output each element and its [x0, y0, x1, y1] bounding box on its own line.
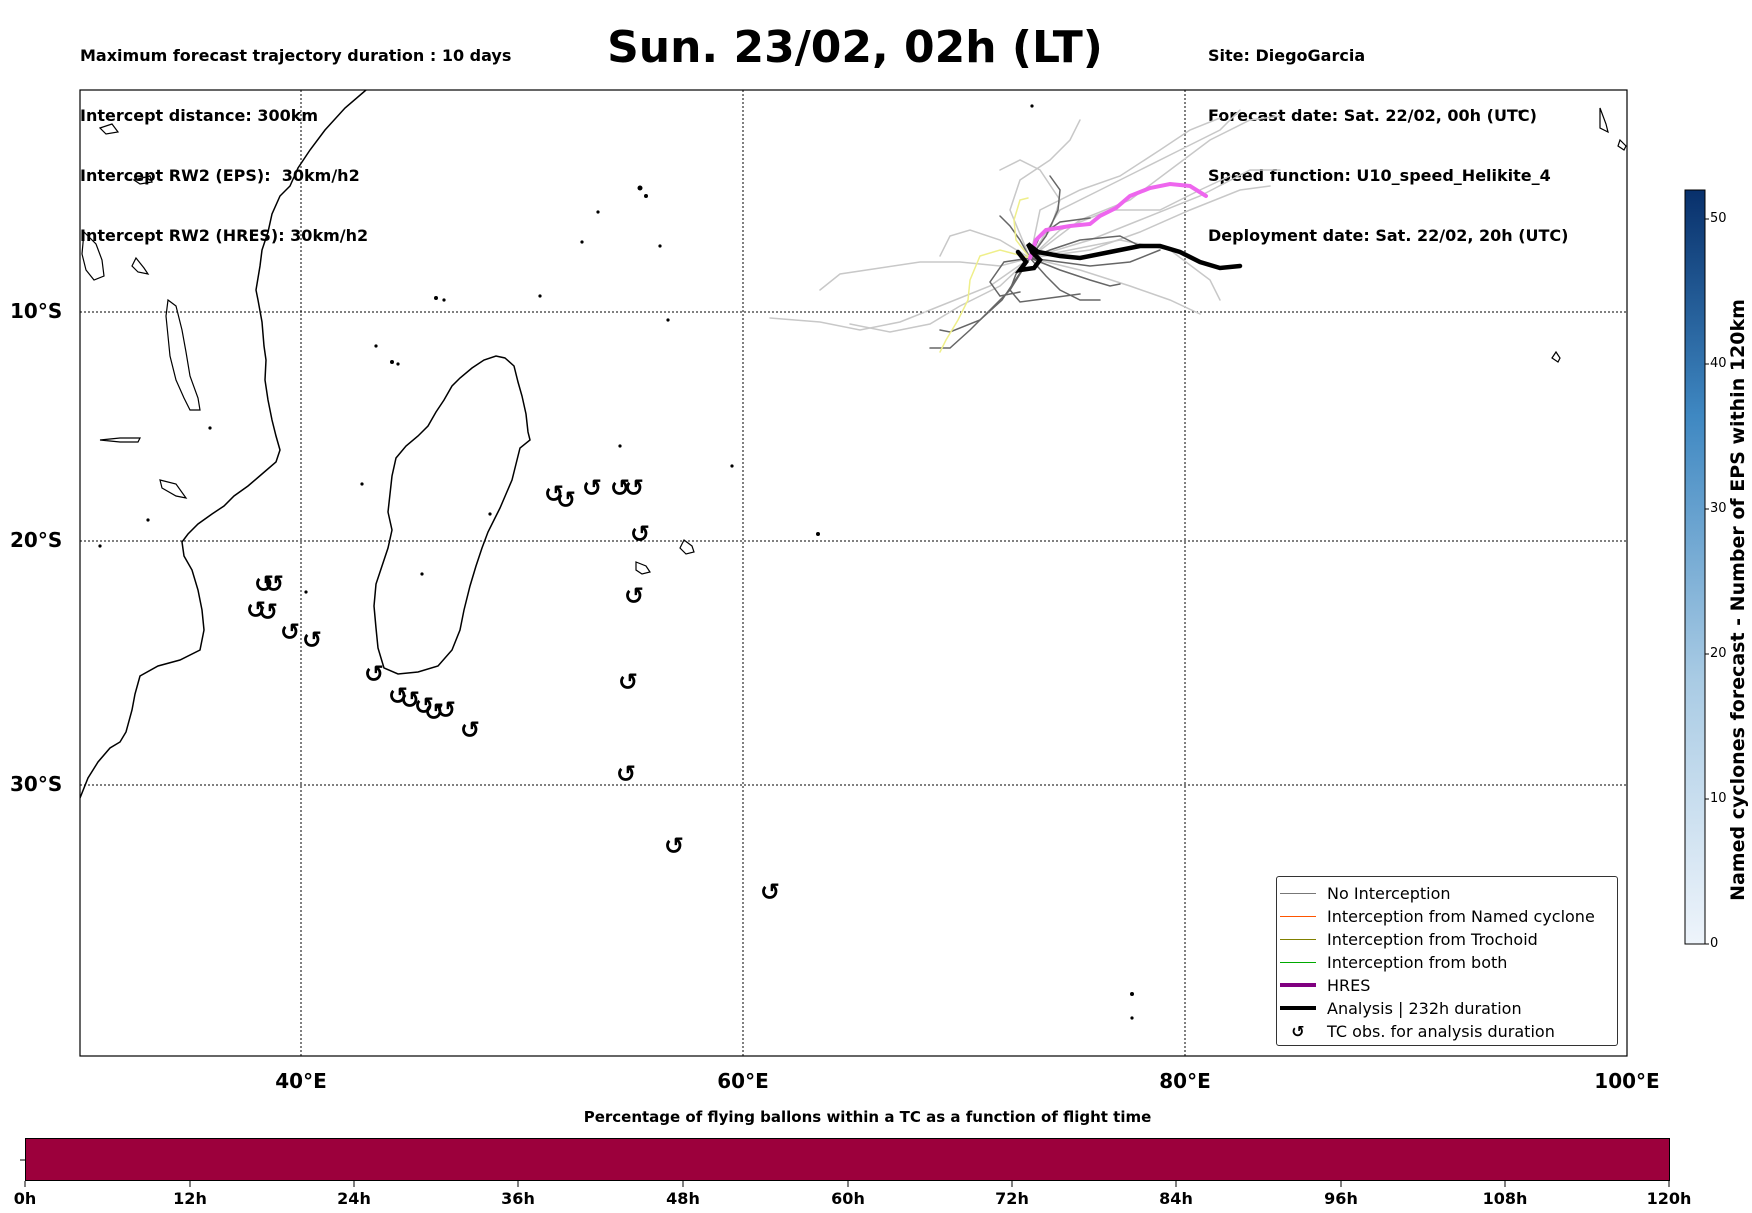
colorbar-tick-label: 50	[1710, 211, 1727, 226]
lon-label: 100°E	[1594, 1069, 1659, 1093]
header-line: Intercept distance: 300km	[80, 106, 319, 125]
header-line: Site: DiegoGarcia	[1208, 46, 1366, 65]
tc-obs-icon: ↺	[616, 760, 636, 788]
colorbar-tick-label: 0	[1710, 936, 1719, 951]
legend-line-swatch	[1280, 938, 1316, 940]
tc-obs-icon: ↺	[664, 832, 684, 860]
analysis-trajectory	[1014, 242, 1243, 273]
tc-obs-icon: ↺	[388, 682, 408, 710]
legend-label: Interception from Trochoid	[1327, 929, 1538, 949]
island-dots	[98, 104, 1522, 1020]
colorbar-tick-label: 10	[1710, 791, 1727, 806]
bottom-tick-label: 12h	[173, 1189, 207, 1208]
tc-obs-icon: ↺	[624, 474, 644, 502]
tc-obs-icon: ↺	[364, 660, 384, 688]
header-line: Deployment date: Sat. 22/02, 20h (UTC)	[1208, 226, 1569, 245]
legend-item: No Interception	[1277, 881, 1451, 905]
tc-obs-icon: ↺	[544, 480, 564, 508]
lon-label: 40°E	[275, 1069, 327, 1093]
tc-obs-icon: ↺	[760, 878, 780, 906]
tc-obs-icon: ↺	[414, 692, 434, 720]
bottom-tick-label: 48h	[666, 1189, 700, 1208]
tc-obs-icon: ↺	[556, 486, 576, 514]
lat-label: 30°S	[10, 772, 62, 796]
graticule	[80, 90, 1627, 1056]
legend-label: Interception from both	[1327, 952, 1508, 972]
legend-label: HRES	[1327, 975, 1371, 995]
legend-line-swatch	[1280, 892, 1316, 894]
tc-obs-icon: ↺	[424, 698, 444, 726]
legend-item: HRES	[1277, 973, 1370, 997]
bottom-tick-label: 96h	[1324, 1189, 1358, 1208]
colorbar-label: Named cyclones forecast - Number of EPS …	[1727, 299, 1749, 901]
madagascar-coastline	[373, 355, 531, 675]
bottom-tick-label: 60h	[831, 1189, 865, 1208]
bottom-tick-label: 0h	[13, 1189, 37, 1208]
tc-obs-icon: ↺	[254, 570, 274, 598]
bottom-tick-label: 36h	[501, 1189, 535, 1208]
flight-time-bar	[25, 1138, 1670, 1181]
lon-label: 80°E	[1159, 1069, 1211, 1093]
legend-line-swatch	[1280, 1006, 1316, 1010]
map-frame	[79, 89, 1628, 1057]
tc-obs-icon: ↺	[618, 668, 638, 696]
tc-symbol-icon: ↺	[1291, 1021, 1305, 1041]
legend-item: Interception from both	[1277, 950, 1507, 974]
tc-obs-icon: ↺	[582, 474, 602, 502]
legend-line-swatch	[1280, 983, 1316, 987]
colorbar-tick-label: 40	[1710, 356, 1727, 371]
tc-obs-icon: ↺	[302, 626, 322, 654]
colorbar	[1684, 189, 1706, 945]
bottom-tick-label: 84h	[1159, 1189, 1193, 1208]
header-info-left: Maximum forecast trajectory duration : 1…	[80, 6, 511, 266]
lat-label: 10°S	[10, 299, 62, 323]
legend-item: Interception from Trochoid	[1277, 927, 1538, 951]
legend-label: Interception from Named cyclone	[1327, 906, 1595, 926]
header-line: Forecast date: Sat. 22/02, 00h (UTC)	[1208, 106, 1537, 125]
legend-label: No Interception	[1327, 883, 1451, 903]
tc-obs-icon: ↺	[400, 686, 420, 714]
colorbar-ticks	[1705, 218, 1709, 945]
lon-label: 60°E	[717, 1069, 769, 1093]
tc-obs-icon: ↺	[460, 716, 480, 744]
legend-label: TC obs. for analysis duration	[1327, 1021, 1555, 1041]
legend-item: Interception from Named cyclone	[1277, 904, 1595, 928]
tc-observations: ↺ ↺ ↺ ↺ ↺ ↺ ↺ ↺ ↺ ↺ ↺ ↺ ↺ ↺ ↺ ↺ ↺ ↺ ↺ ↺ …	[246, 474, 780, 906]
tc-obs-icon: ↺	[258, 598, 278, 626]
legend: No Interception Interception from Named …	[1276, 876, 1618, 1046]
tc-obs-icon: ↺	[264, 570, 284, 598]
legend-line-swatch	[1280, 915, 1316, 917]
tc-obs-icon: ↺	[280, 618, 300, 646]
tc-obs-icon: ↺	[630, 520, 650, 548]
hres-trajectory	[1028, 181, 1208, 260]
lat-label: 20°S	[10, 528, 62, 552]
bottom-bar-title: Percentage of flying ballons within a TC…	[583, 1108, 1152, 1126]
bottom-tick-label: 24h	[337, 1189, 371, 1208]
legend-label: Analysis | 232h duration	[1327, 998, 1522, 1018]
bottom-tick-label: 120h	[1646, 1189, 1692, 1208]
islands	[81, 107, 1627, 575]
tc-obs-icon: ↺	[624, 582, 644, 610]
legend-item: ↺ TC obs. for analysis duration	[1277, 1019, 1555, 1043]
eps-trajectories	[769, 109, 1281, 353]
tc-obs-icon: ↺	[246, 596, 266, 624]
bottom-tick-label: 108h	[1482, 1189, 1528, 1208]
colorbar-tick-label: 30	[1710, 501, 1727, 516]
header-line: Intercept RW2 (HRES): 30km/h2	[80, 226, 369, 245]
colorbar-tick-label: 20	[1710, 646, 1727, 661]
tc-obs-icon: ↺	[610, 474, 630, 502]
tc-obs-icon: ↺	[436, 696, 456, 724]
bottom-tick-label: 72h	[995, 1189, 1029, 1208]
header-line: Intercept RW2 (EPS): 30km/h2	[80, 166, 360, 185]
header-line: Maximum forecast trajectory duration : 1…	[80, 46, 512, 65]
header-info-right: Site: DiegoGarcia Forecast date: Sat. 22…	[1208, 6, 1568, 266]
legend-line-swatch	[1280, 961, 1316, 963]
africa-coastline	[80, 90, 367, 799]
page-title: Sun. 23/02, 02h (LT)	[607, 22, 1103, 73]
legend-item: Analysis | 232h duration	[1277, 996, 1522, 1020]
